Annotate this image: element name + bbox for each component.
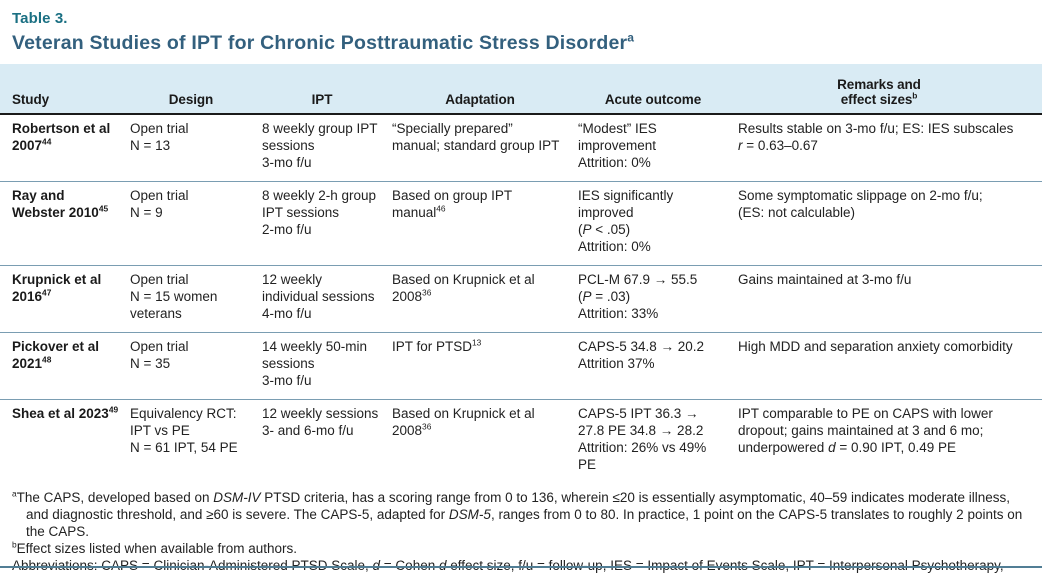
cell-acute-outcome: “Modest” IES improvement Attrition: 0%: [578, 121, 657, 170]
table-title-text: Veteran Studies of IPT for Chronic Postt…: [12, 32, 628, 54]
cell-ipt: 12 weekly individual sessions 4-mo f/u: [262, 272, 375, 321]
cell-ipt: 14 weekly 50-min sessions 3-mo f/u: [262, 339, 368, 388]
cell-adaptation: “Specially prepared” manual; standard gro…: [392, 121, 560, 153]
cell-acute-outcome: CAPS-5 34.8 → 20.2 Attrition 37%: [578, 339, 705, 371]
abbreviations-note: Abbreviations: CAPS = Clinician-Administ…: [12, 558, 1004, 577]
footnotes: aThe CAPS, developed based on DSM-IV PTS…: [12, 489, 1030, 577]
cell-adaptation: Based on Krupnick et al 200836: [392, 406, 535, 438]
cell-remarks: Results stable on 3-mo f/u; ES: IES subs…: [738, 121, 1014, 153]
cell-adaptation: Based on Krupnick et al 200836: [392, 272, 535, 304]
footnote-b: bEffect sizes listed when available from…: [12, 539, 298, 556]
cell-design: Open trial N = 13: [130, 121, 189, 153]
column-header-adaptation: Adaptation: [445, 92, 515, 107]
column-header-remarks: Remarks and effect sizesb: [837, 77, 921, 107]
column-header-design: Design: [168, 92, 214, 107]
cell-design: Equivalency RCT: IPT vs PE N = 61 IPT, 54 …: [130, 406, 238, 455]
cell-acute-outcome: PCL-M 67.9 → 55.5 (P = .03) Attrition: 33%: [578, 272, 698, 321]
table-row: Shea et al 202349 Equivalency RCT: IPT vs…: [0, 400, 1042, 483]
table-row: Krupnick et al 201647 Open trial N = 15 w…: [0, 266, 1042, 333]
cell-ipt: 8 weekly 2-h group IPT sessions 2-mo f/u: [262, 188, 377, 237]
table-row: Robertson et al 200744 Open trial N = 13 …: [0, 115, 1042, 182]
cell-study: Krupnick et al 201647: [12, 272, 102, 304]
cell-study: Robertson et al 200744: [12, 121, 111, 153]
footnote-a: aThe CAPS, developed based on DSM-IV PTS…: [12, 488, 1023, 539]
cell-remarks: Some symptomatic slippage on 2-mo f/u; (E…: [738, 188, 983, 220]
cell-design: Open trial N = 9: [130, 188, 189, 220]
cell-ipt: 8 weekly group IPT sessions 3-mo f/u: [262, 121, 378, 170]
cell-remarks: High MDD and separation anxiety comorbid…: [738, 339, 1013, 354]
cell-design: Open trial N = 35: [130, 339, 189, 371]
column-header-acute-outcome: Acute outcome: [604, 92, 702, 107]
cell-adaptation: Based on group IPT manual46: [392, 188, 512, 220]
table-row: Pickover et al 202148 Open trial N = 35 1…: [0, 333, 1042, 400]
table-header-row: Study Design IPT Adaptation Acute outcom…: [0, 64, 1042, 115]
bottom-rule-divider: [0, 566, 1042, 568]
cell-design: Open trial N = 15 women veterans: [130, 272, 218, 321]
cell-adaptation: IPT for PTSD13: [392, 337, 482, 354]
table-title: Veteran Studies of IPT for Chronic Postt…: [12, 30, 1042, 55]
cell-study: Pickover et al 202148: [12, 339, 100, 371]
cell-ipt: 12 weekly sessions 3- and 6-mo f/u: [262, 406, 379, 438]
cell-study: Ray and Webster 201045: [12, 188, 109, 220]
cell-acute-outcome: IES significantly improved (P < .05) Attri…: [578, 188, 674, 254]
table-number-label: Table 3.: [12, 10, 68, 27]
table-row: Ray and Webster 201045 Open trial N = 9 8…: [0, 182, 1042, 266]
column-header-ipt: IPT: [311, 92, 333, 107]
cell-study: Shea et al 202349: [12, 404, 119, 421]
cell-acute-outcome: CAPS-5 IPT 36.3 → 27.8 PE 34.8 → 28.2 Attr…: [578, 406, 707, 472]
cell-remarks: IPT comparable to PE on CAPS with lower d…: [738, 406, 993, 455]
cell-remarks: Gains maintained at 3-mo f/u: [738, 272, 912, 287]
column-header-study: Study: [12, 92, 50, 107]
table-title-footnote-mark: a: [627, 30, 635, 45]
